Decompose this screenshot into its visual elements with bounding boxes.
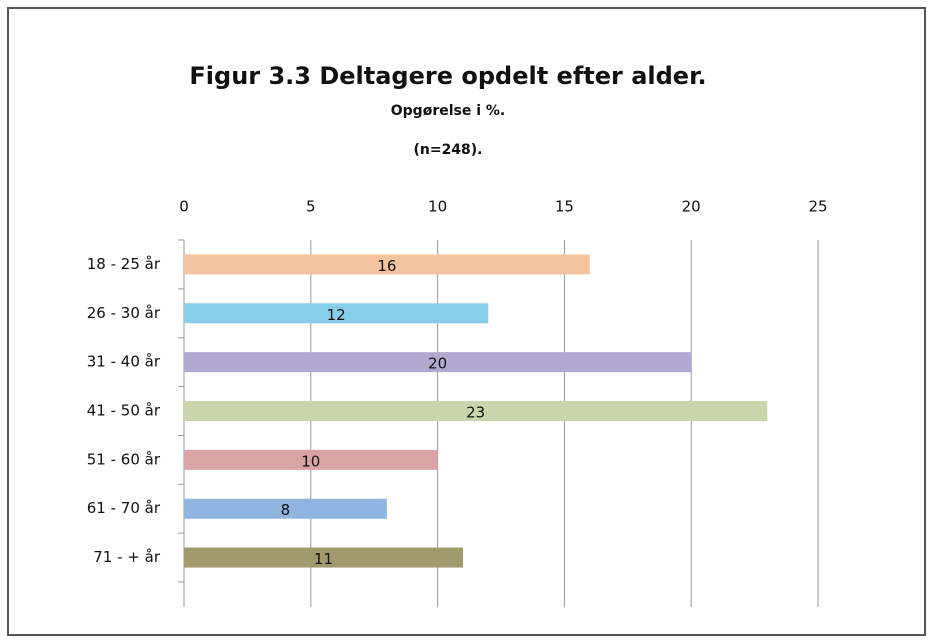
x-tick-label: 25 [808, 198, 827, 216]
y-tick-label: 71 - + år [93, 548, 161, 566]
data-label: 8 [281, 501, 291, 519]
data-label: 11 [314, 550, 333, 568]
data-label: 10 [301, 452, 320, 470]
chart-subtitle: (n=248). [413, 142, 482, 158]
y-tick-label: 51 - 60 år [87, 450, 161, 468]
x-tick-label: 5 [306, 198, 316, 216]
bar [184, 401, 768, 421]
bar [184, 547, 463, 568]
bar [184, 303, 489, 324]
bar [184, 352, 692, 373]
bar [184, 254, 590, 275]
chart-subtitle: Opgørelse i %. [391, 103, 505, 119]
x-tick-label: 10 [428, 198, 447, 216]
y-tick-label: 61 - 70 år [87, 499, 161, 517]
x-tick-label: 20 [682, 198, 701, 216]
y-tick-label: 31 - 40 år [87, 353, 161, 371]
chart-title: Figur 3.3 Deltagere opdelt efter alder. [189, 62, 706, 90]
data-label: 23 [466, 404, 485, 422]
data-label: 20 [428, 355, 447, 373]
data-label: 12 [327, 306, 346, 324]
y-tick-label: 18 - 25 år [87, 255, 161, 273]
data-label: 16 [377, 257, 396, 275]
x-tick-label: 15 [555, 198, 574, 216]
x-tick-label: 0 [179, 198, 189, 216]
bar [184, 498, 387, 519]
y-tick-label: 41 - 50 år [87, 402, 161, 420]
bar [184, 449, 438, 470]
y-tick-label: 26 - 30 år [87, 304, 161, 322]
